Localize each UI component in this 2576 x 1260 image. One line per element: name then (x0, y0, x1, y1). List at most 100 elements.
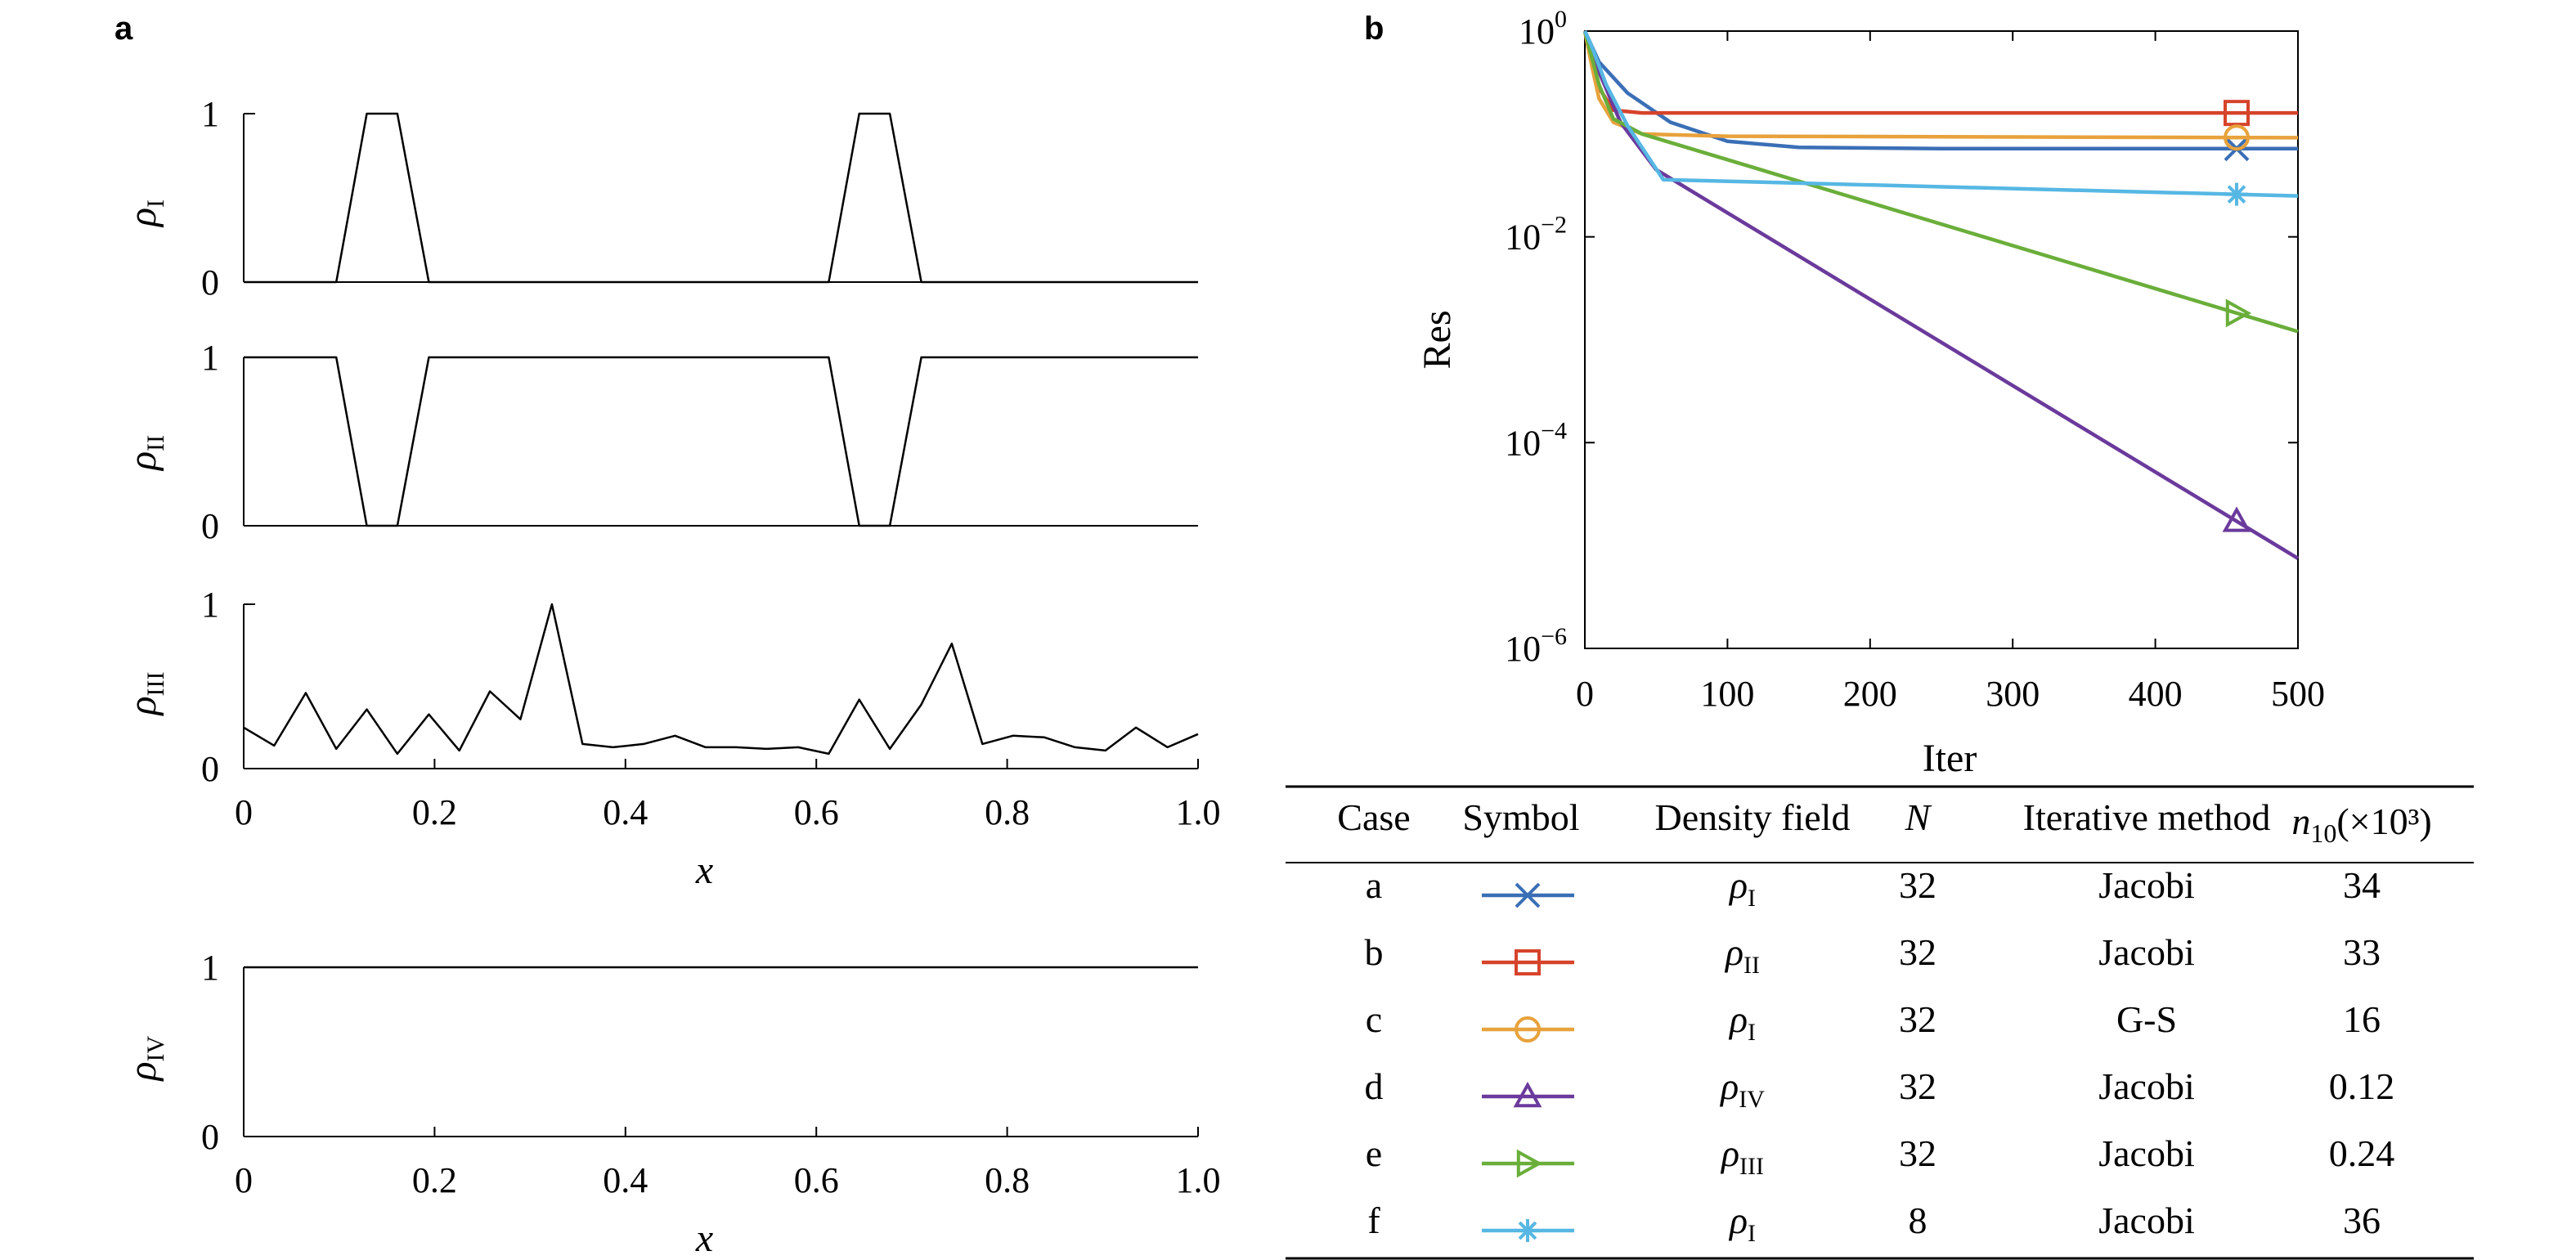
residual-y-axis-label-group: Res (1416, 311, 1459, 370)
cell-symbol-marker (1515, 1016, 1541, 1043)
rho-III-xtick-label: 0.8 (985, 792, 1030, 832)
rho-I-density-line (244, 112, 1198, 284)
cell-n: 32 (1899, 931, 1936, 973)
residual-series-line-b (1582, 30, 2298, 115)
residual-ytick-label: 10−6 (1505, 623, 1567, 669)
residual-x-axis-label: Iter (1923, 737, 1977, 780)
cell-density-sub: I (1748, 1019, 1756, 1046)
cell-density-symbol: ρ (1720, 1132, 1739, 1174)
chart-rho-IV: 0 1 0 0.2 0.4 0.6 0.8 1.0 x ρIV (121, 948, 1221, 1260)
residual-series-line-f (1582, 30, 2299, 198)
cell-density-symbol: ρ (1719, 1065, 1739, 1107)
rho-IV-x-axis-label: x (695, 1217, 713, 1260)
residual-ytick-exp: −6 (1541, 623, 1567, 650)
results-table: Case Symbol Density field N Iterative method… (1286, 785, 2474, 1260)
residual-ytick-label: 100 (1519, 6, 1567, 52)
cell-case: a (1366, 864, 1382, 906)
cell-density-sub: I (1748, 1220, 1756, 1247)
residual-ytick-label: 10−4 (1505, 417, 1567, 463)
cell-n10: 16 (2343, 998, 2381, 1040)
rho-III-ytick-label: 0 (201, 749, 219, 789)
residual-series-marker-c (2224, 124, 2251, 151)
cell-density-symbol: ρ (1728, 1199, 1748, 1241)
rho-II-y-axis-subscript: II (142, 435, 169, 451)
residual-series-a (1582, 30, 2298, 162)
rho-III-y-axis-symbol: ρ (121, 696, 164, 716)
cell-symbol-marker (1516, 1149, 1543, 1178)
rho-II-y-axis-label: ρII (121, 435, 169, 472)
residual-xtick-label: 100 (1700, 674, 1754, 714)
rho-III-xtick-label: 0.6 (794, 792, 839, 832)
residual-series-line-a (1582, 30, 2298, 151)
cell-method: Jacobi (2098, 1065, 2195, 1107)
rho-I-y-axis-symbol: ρ (121, 208, 164, 228)
table-row: e ρIII 32 Jacobi 0.24 (1366, 1132, 2394, 1180)
rho-III-xtick-label: 0.4 (603, 792, 648, 832)
cell-density-sub: II (1744, 952, 1760, 979)
cell-density-sub: III (1739, 1153, 1764, 1180)
rho-IV-ytick-label: 1 (201, 948, 219, 988)
rho-IV-y-axis-label-group: ρIV (121, 1035, 169, 1082)
rho-III-x-axis-label: x (695, 849, 713, 892)
residual-series-f (1582, 30, 2299, 206)
residual-series-marker-d (2222, 506, 2251, 532)
chart-rho-II: 0 1 ρII (121, 338, 1198, 546)
residual-ytick-exp: −4 (1541, 417, 1567, 444)
table-row: c ρI 32 G-S 16 (1366, 998, 2381, 1046)
rho-III-xtick-label: 0 (235, 792, 253, 832)
rho-III-density-line (243, 603, 1199, 756)
cell-density-field: ρII (1724, 931, 1760, 979)
residual-plot-frame (1584, 30, 2299, 649)
cell-symbol-marker (1516, 1219, 1539, 1242)
residual-series-line-d (1582, 30, 2300, 560)
cell-symbol-marker (1515, 882, 1541, 908)
rho-III-xtick-label: 1.0 (1176, 792, 1221, 832)
cell-n10: 36 (2343, 1199, 2381, 1241)
residual-ytick-exp: 0 (1555, 6, 1567, 33)
header-n10-base: n (2291, 800, 2310, 842)
residual-series-line-e (1582, 30, 2299, 334)
rho-III-y-axis-subscript: III (142, 671, 169, 696)
cell-case: e (1366, 1132, 1382, 1174)
panel-b-label: b (1364, 11, 1384, 47)
header-case: Case (1337, 796, 1410, 838)
rho-IV-y-axis-symbol: ρ (121, 1061, 164, 1082)
header-n10-unit: (×10³) (2336, 800, 2431, 842)
residual-ytick-exp: −2 (1541, 212, 1567, 239)
cell-case: b (1365, 931, 1384, 973)
cell-n10: 34 (2343, 864, 2381, 906)
residual-y-axis-label: Res (1416, 311, 1459, 370)
table-row: b ρII 32 Jacobi 33 (1365, 931, 2381, 979)
cell-density-field: ρI (1728, 1199, 1756, 1247)
cell-density-sub: IV (1739, 1086, 1765, 1113)
residual-series-d (1582, 30, 2300, 560)
cell-n: 32 (1899, 1065, 1936, 1107)
rho-II-ytick-label: 0 (201, 506, 219, 546)
rho-IV-xtick-label: 0.4 (603, 1160, 648, 1200)
rho-I-y-axis-label-group: ρI (121, 200, 169, 228)
table-row: d ρIV 32 Jacobi 0.12 (1365, 1065, 2395, 1113)
cell-n10: 33 (2343, 931, 2381, 973)
rho-IV-y-axis-subscript: IV (142, 1035, 169, 1061)
rho-IV-xtick-label: 0.2 (412, 1160, 457, 1200)
residual-xtick-label: 300 (1986, 674, 2040, 714)
header-density-field: Density field (1655, 796, 1851, 838)
cell-symbol-marker (1513, 1081, 1542, 1108)
header-n10: n10(×10³) (2291, 800, 2431, 848)
residual-series-marker-f (2225, 182, 2249, 206)
rho-IV-xtick-label: 0 (235, 1160, 253, 1200)
rho-IV-xtick-label: 0.8 (985, 1160, 1030, 1200)
cell-density-field: ρI (1728, 998, 1756, 1046)
residual-series-b (1582, 30, 2298, 127)
rho-I-ytick-label: 0 (201, 262, 219, 303)
cell-density-field: ρIV (1719, 1065, 1765, 1113)
cell-method: Jacobi (2098, 1199, 2195, 1241)
rho-II-density-line (244, 356, 1198, 527)
cell-n: 32 (1899, 998, 1936, 1040)
rho-I-ytick-label: 1 (201, 94, 219, 134)
rho-III-y-axis-label-group: ρIII (121, 671, 169, 716)
cell-density-symbol: ρ (1724, 931, 1744, 973)
residual-xtick-label: 200 (1843, 674, 1897, 714)
